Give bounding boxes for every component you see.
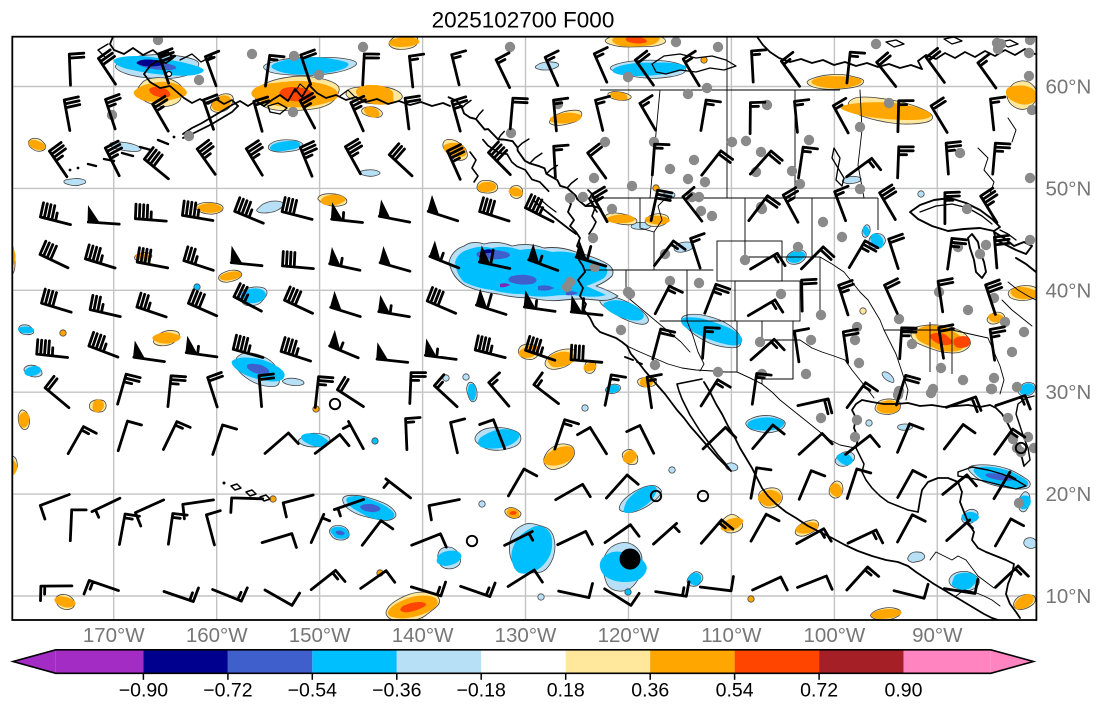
svg-text:−0.18: −0.18: [457, 680, 506, 702]
svg-text:0.54: 0.54: [716, 680, 754, 702]
svg-text:60°N: 60°N: [1046, 76, 1092, 99]
svg-text:140°W: 140°W: [392, 624, 454, 647]
svg-text:2025102700 F000: 2025102700 F000: [432, 8, 615, 33]
svg-text:110°W: 110°W: [701, 624, 762, 647]
svg-text:10°N: 10°N: [1046, 585, 1092, 608]
svg-text:−0.72: −0.72: [203, 680, 252, 702]
svg-text:−0.90: −0.90: [119, 680, 168, 702]
svg-text:0.18: 0.18: [547, 680, 585, 702]
svg-text:40°N: 40°N: [1046, 279, 1092, 302]
svg-text:130°W: 130°W: [495, 624, 557, 647]
svg-text:50°N: 50°N: [1046, 177, 1092, 200]
svg-text:0.90: 0.90: [885, 680, 923, 702]
svg-text:100°W: 100°W: [804, 624, 866, 647]
svg-text:120°W: 120°W: [598, 624, 660, 647]
svg-text:−0.54: −0.54: [288, 680, 337, 702]
svg-text:150°W: 150°W: [289, 624, 351, 647]
svg-text:90°W: 90°W: [912, 624, 963, 647]
svg-text:170°W: 170°W: [83, 624, 145, 647]
svg-text:0.72: 0.72: [800, 680, 838, 702]
svg-text:0.36: 0.36: [631, 680, 669, 702]
svg-text:−0.36: −0.36: [372, 680, 421, 702]
svg-text:30°N: 30°N: [1046, 381, 1092, 404]
svg-text:160°W: 160°W: [186, 624, 248, 647]
svg-text:20°N: 20°N: [1046, 483, 1092, 506]
